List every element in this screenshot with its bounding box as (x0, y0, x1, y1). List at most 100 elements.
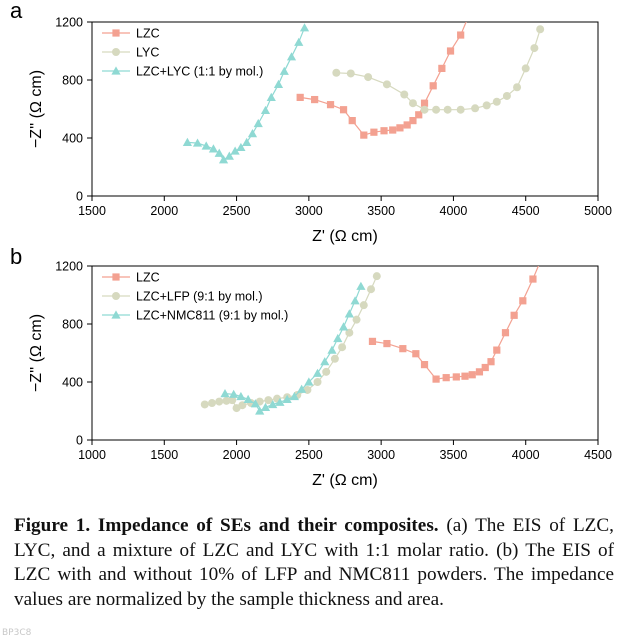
chart-panel-b: b 1000 1500 2000 2500 3000 3500 4000 4500 0 400 800… (10, 244, 612, 489)
x-tick-label: 1500 (150, 448, 178, 462)
data-point-circle (471, 104, 480, 113)
data-point-circle (382, 80, 391, 89)
x-tick-label: 3500 (367, 204, 395, 218)
data-point-triangle (192, 138, 203, 147)
data-area (182, 22, 545, 164)
data-point-triangle (356, 281, 366, 290)
x-tick-label: 2000 (223, 448, 251, 462)
legend-marker (111, 66, 121, 75)
data-point-square (475, 368, 484, 376)
data-point-triangle (320, 357, 330, 366)
data-area (200, 258, 544, 415)
data-point-triangle (338, 322, 349, 331)
data-point-triangle (253, 118, 263, 128)
data-point-square (326, 101, 335, 109)
data-point-square (399, 345, 407, 353)
x-tick-label: 5000 (584, 204, 612, 218)
data-point-triangle (247, 129, 258, 138)
data-point-triangle (275, 397, 285, 406)
data-point-square (360, 131, 368, 139)
data-point-triangle (220, 389, 230, 398)
legend-marker (112, 273, 120, 281)
data-point-circle (443, 105, 452, 114)
data-point-square (348, 117, 356, 125)
y-tick-label: 1200 (55, 16, 83, 30)
legend-marker (112, 292, 120, 300)
y-tick-label: 400 (62, 376, 83, 390)
x-axis-label: Z' (Ω cm) (312, 472, 378, 489)
data-point-square (420, 361, 429, 369)
y-tick-label: 800 (62, 318, 83, 332)
data-point-circle (338, 343, 347, 352)
x-tick-label: 4000 (440, 204, 468, 218)
data-point-triangle (214, 148, 224, 157)
data-point-circle (313, 378, 322, 386)
data-point-triangle (279, 66, 289, 75)
data-point-square (537, 258, 544, 265)
x-tick-label: 4500 (584, 448, 612, 462)
data-point-circle (536, 25, 545, 34)
data-point-triangle (312, 368, 323, 377)
data-point-square (409, 117, 417, 125)
data-point-circle (332, 68, 341, 77)
watermark: BP3C8 (2, 628, 32, 638)
x-tick-label: 2000 (150, 204, 178, 218)
data-point-triangle (201, 141, 211, 150)
data-point-triangle (273, 79, 284, 88)
y-axis-label: −Z'' (Ω cm) (28, 70, 45, 148)
data-point-circle (330, 354, 339, 363)
data-point-triangle (266, 92, 276, 101)
panel-label: a (10, 0, 23, 23)
data-point-triangle (260, 105, 271, 115)
data-point-square (432, 375, 440, 383)
y-axis-label: −Z'' (Ω cm) (28, 314, 45, 392)
data-point-square (519, 297, 527, 305)
data-point-circle (513, 83, 522, 92)
data-point-triangle (255, 406, 265, 415)
data-point-square (389, 126, 397, 134)
y-tick-label: 0 (76, 434, 83, 448)
data-point-circle (359, 301, 368, 310)
data-point-square (296, 93, 304, 101)
data-point-circle (238, 401, 247, 410)
data-point-triangle (344, 309, 354, 318)
x-tick-label: 3000 (295, 204, 323, 218)
data-point-triangle (297, 384, 307, 393)
x-tick-label: 2500 (223, 204, 251, 218)
data-point-circle (264, 396, 273, 405)
data-point-circle (502, 91, 511, 100)
data-point-triangle (243, 394, 253, 403)
data-point-triangle (208, 144, 219, 153)
data-point-square (311, 95, 319, 104)
plot-frame (91, 21, 599, 197)
caption-lead: Figure 1. Impedance of SEs and their com… (14, 515, 439, 536)
data-point-triangle (304, 377, 314, 386)
data-point-circle (200, 400, 209, 409)
plot-frame (91, 265, 599, 441)
data-point-triangle (299, 23, 310, 32)
data-point-triangle (333, 333, 343, 343)
legend-marker (112, 29, 120, 37)
data-point-triangle (260, 402, 271, 411)
data-point-square (501, 329, 510, 337)
data-point-circle (215, 397, 224, 406)
legend-marker (111, 310, 121, 319)
legend-label: LYC (136, 46, 159, 60)
data-point-square (493, 346, 501, 354)
data-point-triangle (229, 389, 239, 398)
data-point-circle (408, 99, 417, 108)
data-point-triangle (327, 345, 337, 354)
data-point-square (446, 47, 455, 55)
legend-label: LZC+LYC (1:1 by mol.) (136, 65, 263, 79)
data-point-triangle (218, 155, 229, 164)
x-tick-label: 1000 (78, 448, 106, 462)
data-point-square (510, 311, 518, 319)
data-point-triangle (294, 37, 304, 46)
data-point-square (383, 339, 391, 348)
y-tick-label: 1200 (55, 260, 83, 274)
x-tick-label: 3500 (440, 448, 468, 462)
data-point-circle (207, 399, 216, 408)
data-point-circle (228, 396, 237, 405)
data-point-circle (367, 285, 376, 294)
data-point-triangle (282, 394, 292, 403)
